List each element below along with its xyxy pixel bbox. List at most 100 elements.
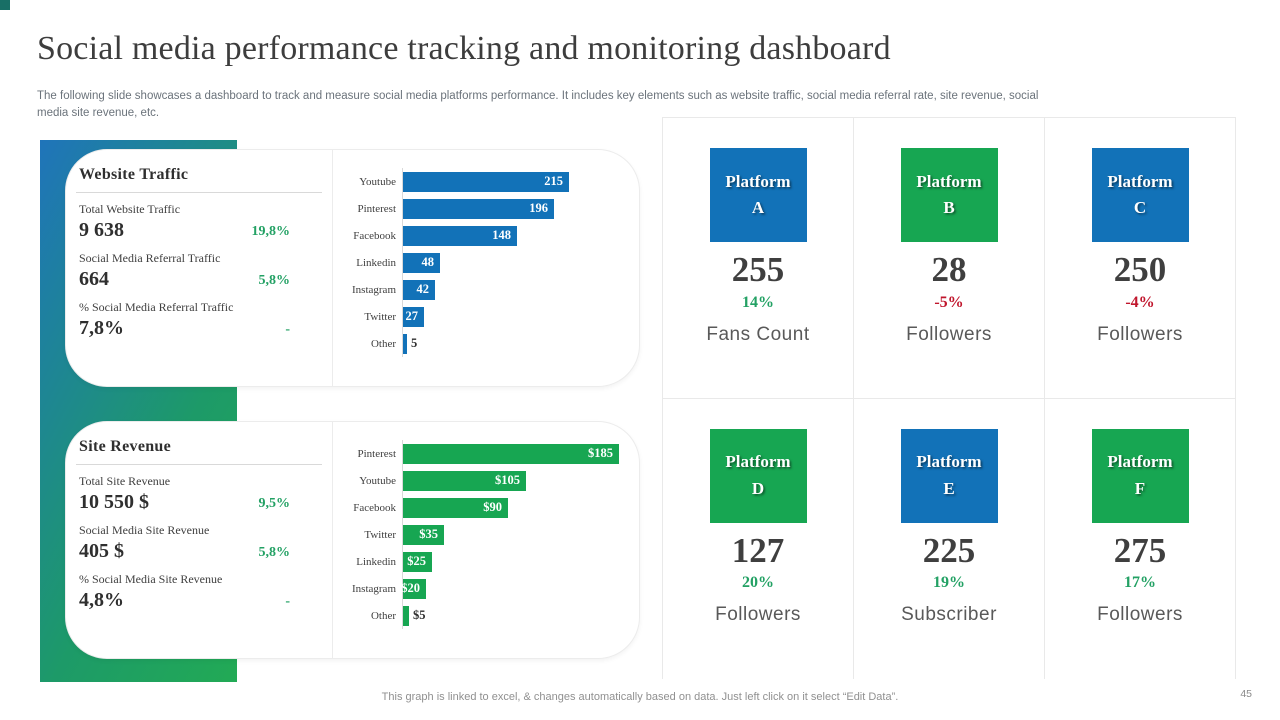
stat-row: Total Website Traffic 9 638 19,8%	[79, 202, 332, 242]
stat-label: % Social Media Site Revenue	[79, 572, 223, 586]
category-label: Pinterest	[357, 447, 397, 460]
stat-line: 7,8% -	[79, 317, 332, 340]
platform-value: 225	[922, 530, 976, 570]
bar-value-label: 5	[411, 336, 418, 350]
chart-row: Twitter 27	[334, 303, 629, 330]
platform-grid: Platform A 255 14% Fans Count Platform B 28 -5% F…	[662, 117, 1236, 679]
platform-delta: 19%	[933, 574, 965, 592]
corner-accent	[0, 0, 10, 10]
platform-delta: -5%	[934, 293, 964, 311]
bar-value-label: 27	[405, 309, 419, 323]
platform-delta: -4%	[1125, 293, 1155, 311]
platform-badge-line2: D	[751, 478, 765, 498]
platform-badge-line1: Platform	[916, 452, 982, 472]
stat-line: 10 550 $ 9,5%	[79, 491, 332, 514]
platform-metric-label: Followers	[1097, 323, 1183, 345]
chart-row: Other 5	[334, 330, 629, 357]
revenue-bar-chart: Pinterest $185 Youtube $105 Facebook $90 Twitt…	[334, 440, 629, 629]
chart-row: Linkedin $25	[334, 548, 629, 575]
site-revenue-card: Site Revenue Total Site Revenue 10 550 $ 9…	[65, 421, 640, 659]
platform-metric-label: Fans Count	[706, 323, 810, 345]
platform-delta: 17%	[1124, 574, 1156, 592]
stat-delta: 5,8%	[258, 273, 291, 288]
chart-row: Pinterest 196	[334, 195, 629, 222]
category-label: Youtube	[359, 474, 396, 487]
bar: 215	[403, 171, 569, 192]
chart-row: Facebook $90	[334, 494, 629, 521]
category-label: Other	[370, 609, 396, 622]
card-vertical-divider	[332, 422, 333, 658]
bar-value-label: $105	[495, 473, 520, 487]
stat-row: % Social Media Referral Traffic 7,8% -	[79, 300, 332, 340]
bar: $105	[403, 470, 526, 491]
category-label: Linkedin	[356, 555, 396, 568]
stat-value: 10 550 $	[79, 491, 149, 513]
platform-card: Platform D 127 20% Followers	[663, 398, 854, 679]
chart-row: Instagram $20	[334, 575, 629, 602]
title-divider	[76, 192, 322, 193]
bar: $20	[401, 578, 426, 599]
platform-delta: 20%	[742, 574, 774, 592]
traffic-stats-panel: Website Traffic Total Website Traffic 9 6…	[66, 150, 332, 386]
revenue-stat-list: Total Site Revenue 10 550 $ 9,5% Social Med…	[79, 474, 332, 612]
stat-delta: 19,8%	[251, 224, 291, 239]
bar: 148	[403, 225, 517, 246]
platform-badge: Platform B	[900, 148, 998, 242]
bar-track: 42	[402, 276, 629, 303]
bar-track: $105	[402, 467, 629, 494]
revenue-stats-panel: Site Revenue Total Site Revenue 10 550 $ 9…	[66, 422, 332, 658]
category-label: Twitter	[364, 528, 396, 541]
bar-track: $185	[402, 440, 629, 467]
traffic-stat-list: Total Website Traffic 9 638 19,8% Social Me…	[79, 202, 332, 340]
bar	[403, 605, 409, 626]
bar-track: 48	[402, 249, 629, 276]
bar-value-label: 42	[416, 282, 430, 296]
category-label: Twitter	[364, 310, 396, 323]
platform-metric-label: Followers	[715, 604, 801, 626]
chart-row: Youtube 215	[334, 168, 629, 195]
bar: $90	[403, 497, 508, 518]
title-divider	[76, 464, 322, 465]
platform-badge-line2: A	[751, 198, 765, 217]
category-label: Facebook	[353, 229, 396, 242]
platform-card: Platform E 225 19% Subscriber	[854, 398, 1045, 679]
platform-value: 127	[731, 530, 785, 570]
platform-badge-line2: B	[943, 198, 955, 217]
stat-delta: 5,8%	[258, 545, 291, 560]
stat-label: Social Media Site Revenue	[79, 523, 210, 537]
platform-value: 28	[931, 250, 967, 289]
stat-line: 4,8% -	[79, 589, 332, 612]
bar-track: 148	[402, 222, 629, 249]
platform-card: Platform F 275 17% Followers	[1045, 398, 1236, 679]
platform-badge-line1: Platform	[1107, 171, 1173, 191]
category-label: Instagram	[352, 582, 396, 595]
bar-track: $90	[402, 494, 629, 521]
bar-track: $20	[401, 575, 629, 602]
platform-value: 255	[731, 250, 785, 289]
page-subtitle: The following slide showcases a dashboar…	[37, 90, 1039, 119]
bar-track: 5	[402, 330, 629, 357]
stat-row: % Social Media Site Revenue 4,8% -	[79, 572, 332, 612]
chart-row: Instagram 42	[334, 276, 629, 303]
platform-delta: 14%	[742, 293, 774, 311]
bar-track: 27	[402, 303, 629, 330]
bar-value-label: $5	[413, 608, 426, 622]
bar: 48	[403, 252, 440, 273]
chart-row: Facebook 148	[334, 222, 629, 249]
stat-value: 664	[79, 268, 109, 290]
platform-badge-line1: Platform	[725, 171, 791, 191]
stat-value: 9 638	[79, 219, 124, 241]
platform-badge: Platform F	[1091, 428, 1189, 523]
platform-value: 275	[1113, 530, 1167, 570]
footer-note: This graph is linked to excel, & changes…	[381, 691, 899, 703]
platform-badge-line1: Platform	[916, 171, 982, 191]
platform-badge: Platform C	[1091, 148, 1189, 242]
bar-value-label: $20	[401, 581, 420, 595]
stat-line: 664 5,8%	[79, 268, 332, 291]
stat-row: Total Site Revenue 10 550 $ 9,5%	[79, 474, 332, 514]
stat-label: Social Media Referral Traffic	[79, 251, 221, 265]
category-label: Pinterest	[357, 202, 397, 215]
bar	[403, 333, 407, 354]
platform-value: 250	[1113, 250, 1167, 289]
bar: $185	[403, 443, 619, 464]
